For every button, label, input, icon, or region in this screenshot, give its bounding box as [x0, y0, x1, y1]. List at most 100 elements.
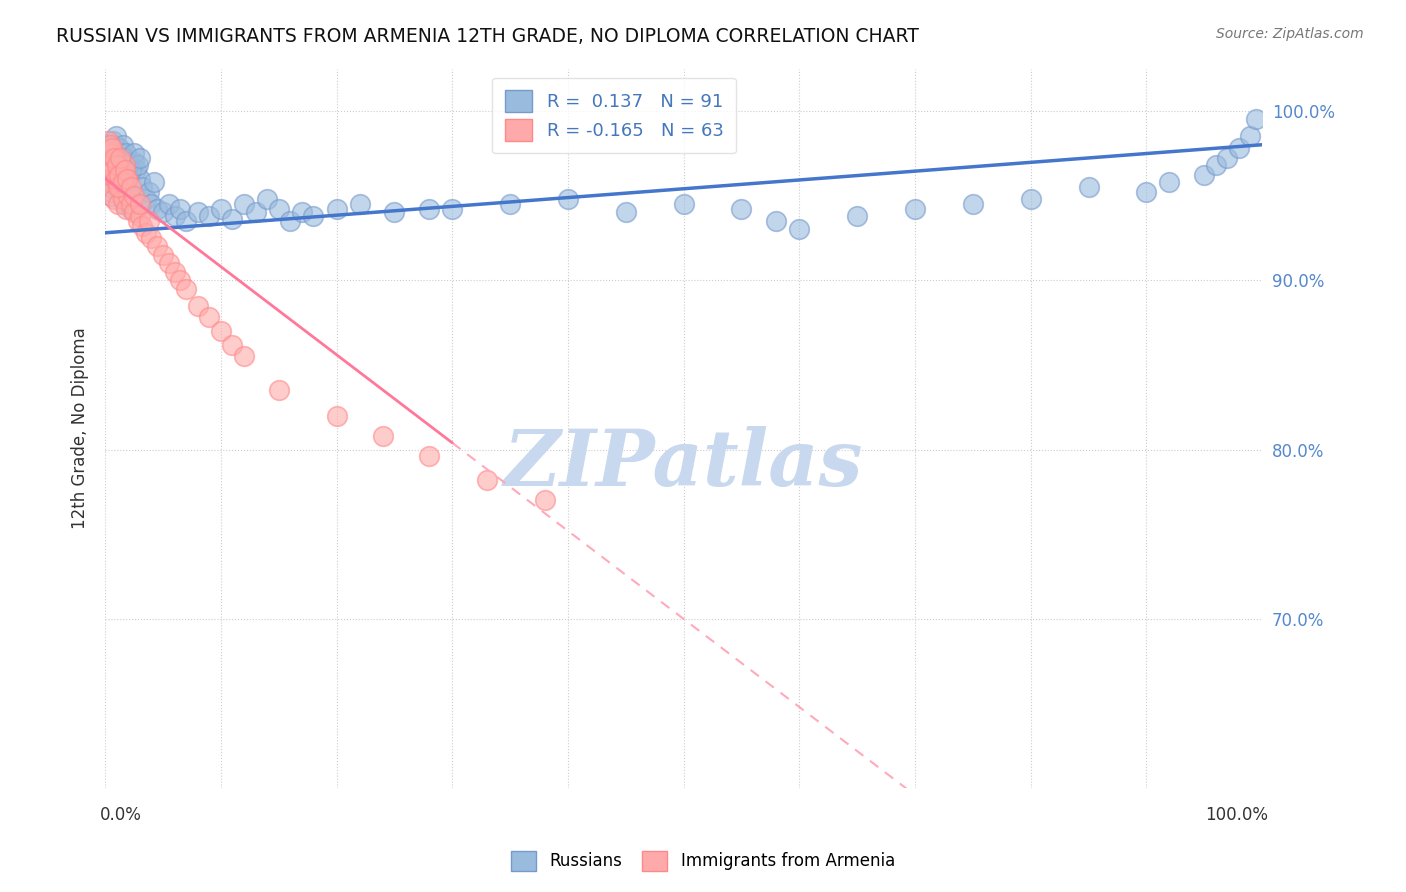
Point	[114, 158, 136, 172]
Point	[100, 188, 122, 202]
Point	[110, 180, 132, 194]
Point	[209, 324, 232, 338]
Text: Source: ZipAtlas.com: Source: ZipAtlas.com	[1216, 27, 1364, 41]
Point	[131, 219, 153, 233]
Text: RUSSIAN VS IMMIGRANTS FROM ARMENIA 12TH GRADE, NO DIPLOMA CORRELATION CHART: RUSSIAN VS IMMIGRANTS FROM ARMENIA 12TH …	[56, 27, 920, 45]
Point	[107, 158, 129, 172]
Point	[198, 310, 221, 325]
Point	[108, 141, 131, 155]
Point	[1216, 151, 1239, 165]
Point	[104, 151, 127, 165]
Point	[384, 205, 406, 219]
Point	[110, 146, 132, 161]
Point	[103, 192, 125, 206]
Point	[1159, 175, 1181, 189]
Point	[111, 137, 134, 152]
Point	[141, 197, 163, 211]
Point	[614, 205, 637, 219]
Point	[138, 185, 160, 199]
Point	[1019, 192, 1042, 206]
Point	[122, 154, 145, 169]
Point	[141, 231, 163, 245]
Point	[787, 222, 810, 236]
Point	[267, 384, 290, 398]
Text: 0.0%: 0.0%	[100, 806, 142, 824]
Point	[115, 168, 138, 182]
Point	[100, 154, 122, 169]
Point	[349, 197, 371, 211]
Point	[221, 212, 243, 227]
Text: ZIPatlas: ZIPatlas	[503, 426, 863, 503]
Point	[1077, 180, 1099, 194]
Point	[672, 197, 695, 211]
Point	[135, 226, 157, 240]
Point	[904, 202, 927, 216]
Point	[962, 197, 984, 211]
Point	[129, 209, 152, 223]
Point	[325, 202, 347, 216]
Point	[108, 168, 131, 182]
Point	[96, 171, 118, 186]
Point	[112, 175, 135, 189]
Point	[114, 163, 136, 178]
Point	[256, 192, 278, 206]
Point	[122, 205, 145, 219]
Point	[111, 192, 134, 206]
Point	[1192, 168, 1215, 182]
Point	[152, 205, 174, 219]
Point	[108, 168, 131, 182]
Point	[765, 214, 787, 228]
Point	[97, 146, 120, 161]
Point	[103, 146, 125, 161]
Point	[152, 248, 174, 262]
Point	[112, 197, 135, 211]
Point	[174, 282, 197, 296]
Point	[103, 146, 125, 161]
Point	[117, 185, 139, 199]
Point	[499, 197, 522, 211]
Point	[187, 299, 209, 313]
Point	[120, 197, 142, 211]
Point	[100, 185, 122, 199]
Point	[96, 158, 118, 172]
Point	[233, 197, 256, 211]
Point	[120, 180, 142, 194]
Point	[105, 180, 128, 194]
Point	[120, 163, 142, 178]
Point	[110, 151, 132, 165]
Point	[98, 154, 121, 169]
Point	[122, 188, 145, 202]
Point	[115, 171, 138, 186]
Point	[129, 151, 152, 165]
Point	[101, 141, 124, 155]
Point	[245, 205, 267, 219]
Point	[142, 175, 165, 189]
Legend: R =  0.137   N = 91, R = -0.165   N = 63: R = 0.137 N = 91, R = -0.165 N = 63	[492, 78, 737, 153]
Point	[103, 158, 125, 172]
Point	[114, 158, 136, 172]
Point	[157, 256, 180, 270]
Point	[101, 163, 124, 178]
Point	[129, 171, 152, 186]
Point	[96, 134, 118, 148]
Point	[107, 197, 129, 211]
Point	[325, 409, 347, 423]
Point	[418, 450, 440, 464]
Point	[115, 171, 138, 186]
Point	[1239, 129, 1261, 144]
Point	[122, 146, 145, 161]
Point	[105, 175, 128, 189]
Legend: Russians, Immigrants from Armenia: Russians, Immigrants from Armenia	[503, 842, 903, 880]
Point	[117, 188, 139, 202]
Point	[221, 337, 243, 351]
Point	[103, 134, 125, 148]
Point	[163, 265, 186, 279]
Point	[100, 137, 122, 152]
Point	[115, 171, 138, 186]
Point	[110, 154, 132, 169]
Point	[101, 141, 124, 155]
Point	[187, 205, 209, 219]
Point	[846, 209, 869, 223]
Point	[107, 168, 129, 182]
Point	[115, 192, 138, 206]
